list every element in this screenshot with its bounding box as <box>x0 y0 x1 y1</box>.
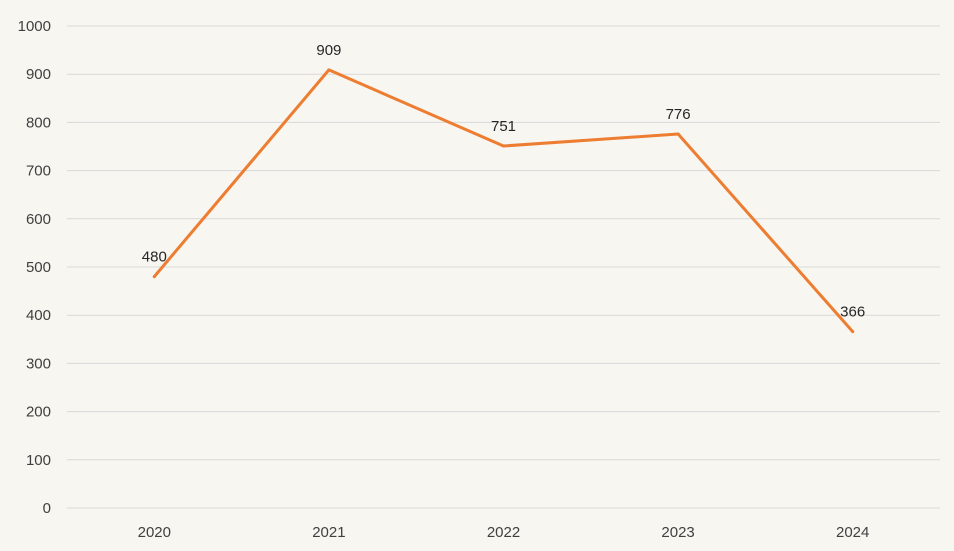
data-label: 776 <box>666 106 691 123</box>
x-tick-label: 2023 <box>661 524 694 541</box>
data-label: 480 <box>142 249 167 266</box>
data-point <box>327 68 331 72</box>
gridlines <box>67 25 940 509</box>
data-point <box>851 330 855 334</box>
series-line <box>152 68 855 334</box>
series-group <box>152 68 855 334</box>
y-tick-label: 800 <box>26 114 51 131</box>
x-tick-label: 2024 <box>836 524 869 541</box>
y-tick-label: 700 <box>26 163 51 180</box>
y-tick-label: 900 <box>26 66 51 83</box>
data-label: 909 <box>316 42 341 59</box>
y-tick-label: 400 <box>26 307 51 324</box>
y-tick-label: 1000 <box>18 18 51 35</box>
x-tick-label: 2022 <box>487 524 520 541</box>
data-point <box>502 144 505 148</box>
y-tick-label: 500 <box>26 259 51 276</box>
y-tick-label: 100 <box>26 452 51 469</box>
data-point <box>676 132 680 136</box>
y-tick-label: 0 <box>43 500 51 517</box>
data-label: 366 <box>840 304 865 321</box>
data-point <box>152 275 156 279</box>
y-tick-label: 600 <box>26 211 51 228</box>
x-tick-label: 2021 <box>312 524 345 541</box>
x-tick-label: 2020 <box>138 524 171 541</box>
data-labels: 480 909 751 776 366 <box>142 42 865 321</box>
y-tick-label: 200 <box>26 404 51 421</box>
y-axis-tick-labels: 0 100 200 300 400 500 600 700 800 900 1000 <box>18 18 51 517</box>
x-axis-tick-labels: 2020 2021 2022 2023 2024 <box>138 524 870 541</box>
y-tick-label: 300 <box>26 355 51 372</box>
data-label: 751 <box>491 118 516 135</box>
